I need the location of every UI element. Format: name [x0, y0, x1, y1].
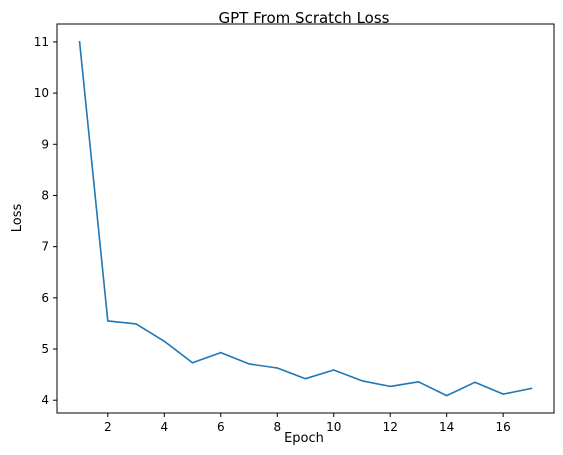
plot-area	[56, 23, 555, 414]
x-tick-label: 6	[217, 420, 225, 434]
data-point	[276, 367, 279, 369]
loss-points	[78, 41, 533, 397]
y-tick-label: 9	[41, 137, 49, 151]
data-point	[191, 362, 194, 364]
y-tick-label: 10	[34, 86, 49, 100]
data-point	[304, 377, 307, 380]
data-point	[107, 320, 109, 322]
data-point	[163, 340, 166, 343]
data-point	[332, 369, 335, 371]
data-point	[389, 385, 392, 388]
y-axis-label: Loss	[10, 204, 25, 233]
x-tick-label: 16	[496, 420, 511, 434]
loss-series-line	[78, 41, 533, 397]
y-tick-label: 6	[41, 291, 49, 305]
x-tick-label: 8	[273, 420, 281, 434]
x-axis-label: Epoch	[284, 431, 324, 446]
y-tick-label: 7	[41, 240, 49, 254]
data-point	[248, 363, 250, 365]
y-tick-label: 11	[34, 35, 49, 49]
data-point	[530, 387, 533, 390]
x-tick-label: 10	[326, 420, 341, 434]
data-point	[474, 381, 476, 384]
data-point	[502, 393, 504, 395]
data-point	[78, 41, 81, 43]
chart-title: GPT From Scratch Loss	[219, 9, 390, 27]
data-point	[361, 379, 363, 382]
data-point	[417, 380, 420, 383]
x-tick-label: 4	[160, 420, 168, 434]
x-axis: 2 4 6 8 10 12 14 16	[104, 413, 511, 434]
data-point	[219, 351, 222, 354]
y-tick-label: 8	[41, 188, 49, 202]
y-axis: 4 5 6 7 8 9 10 11	[34, 35, 57, 407]
y-tick-label: 5	[41, 342, 49, 356]
y-tick-label: 4	[41, 393, 49, 407]
x-tick-label: 14	[439, 420, 454, 434]
data-point	[445, 394, 448, 397]
data-point	[135, 323, 137, 325]
x-tick-label: 2	[104, 420, 112, 434]
x-tick-label: 12	[383, 420, 398, 434]
